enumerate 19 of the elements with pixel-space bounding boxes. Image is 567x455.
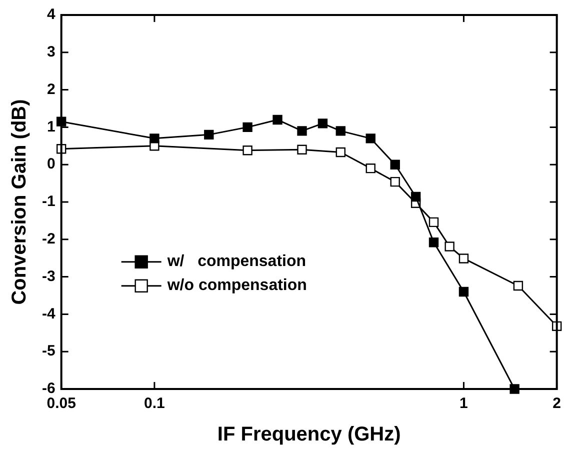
x-tick-label: 0.05 [46,395,76,412]
y-tick-label: -3 [42,268,56,285]
y-axis-title: Conversion Gain (dB) [8,99,31,305]
y-tick-label: -5 [42,342,56,360]
y-tick-label: 0 [46,156,56,173]
y-tick-label: -2 [42,230,56,248]
x-axis-title: IF Frequency (GHz) [217,424,401,446]
legend-label: w/o compensation [166,277,307,294]
x-tick-label: 2 [552,395,561,412]
x-tick-label: 0.1 [144,395,165,412]
x-tick-label: 1 [460,395,468,412]
y-tick-label: -1 [42,193,56,210]
y-tick-label: -4 [42,305,56,322]
y-tick-label: 4 [46,6,56,24]
y-tick-label: 1 [46,118,56,136]
y-tick-label: 2 [46,80,56,98]
legend-label: w/ compensation [166,253,306,270]
y-tick-label: 3 [46,44,56,61]
y-tick-label: -6 [42,380,56,398]
